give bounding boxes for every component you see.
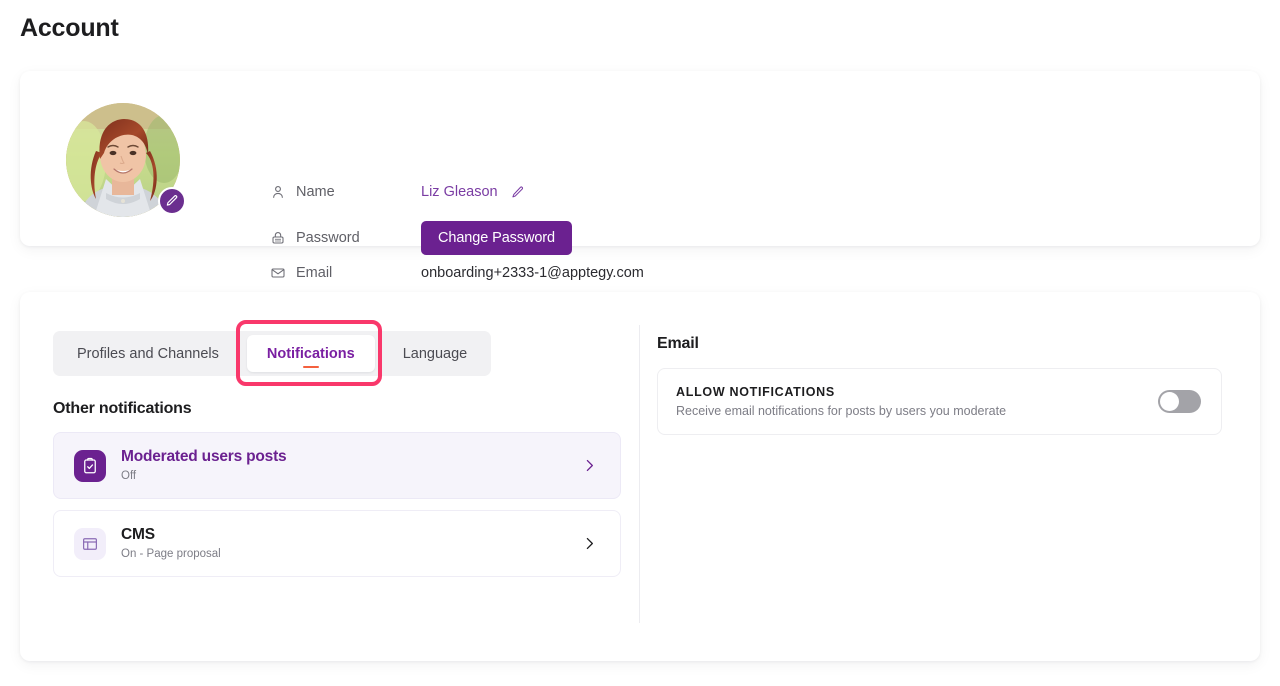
list-item-title: Moderated users posts	[121, 448, 287, 465]
avatar-image	[66, 103, 180, 217]
page-title: Account	[20, 14, 119, 42]
user-icon	[269, 183, 287, 201]
profile-field-email: Email onboarding+2333-1@apptegy.com	[269, 263, 644, 283]
tab-bar: Profiles and Channels Notifications Lang…	[53, 331, 492, 376]
other-notifications-heading: Other notifications	[53, 400, 192, 417]
chevron-right-icon[interactable]	[581, 457, 598, 474]
list-item-title: CMS	[121, 526, 155, 543]
profile-field-name: Name Liz Gleason	[269, 182, 525, 202]
tab-language[interactable]: Language	[383, 335, 488, 372]
email-value: onboarding+2333-1@apptegy.com	[421, 265, 644, 281]
layout-panel-icon	[74, 527, 106, 560]
email-section-heading: Email	[657, 335, 699, 352]
avatar-edit-pencil-icon[interactable]	[158, 187, 186, 215]
envelope-icon	[269, 264, 287, 282]
tab-label: Language	[402, 345, 468, 362]
avatar[interactable]	[66, 103, 186, 217]
tab-notifications[interactable]: Notifications	[246, 335, 375, 372]
name-value[interactable]: Liz Gleason	[421, 184, 498, 200]
allow-notifications-title: ALLOW NOTIFICATIONS	[676, 385, 835, 399]
list-item-text: CMS On - Page proposal	[121, 526, 581, 561]
clipboard-check-icon	[74, 449, 106, 482]
edit-name-pencil-icon[interactable]	[510, 185, 525, 200]
change-password-button[interactable]: Change Password	[421, 221, 572, 255]
profile-field-password: Password Change Password	[269, 221, 572, 255]
profile-card: Name Liz Gleason Password Change Passwor…	[20, 71, 1260, 281]
allow-notifications-toggle[interactable]	[1158, 390, 1201, 413]
password-label: Password	[296, 230, 360, 246]
email-label: Email	[296, 265, 333, 281]
list-item-cms[interactable]: CMS On - Page proposal	[53, 510, 621, 577]
tab-label: Notifications	[266, 345, 355, 362]
list-item-text: Moderated users posts Off	[121, 448, 581, 483]
toggle-knob	[1160, 392, 1179, 411]
panel-divider	[639, 325, 640, 623]
tab-profiles-and-channels[interactable]: Profiles and Channels	[57, 335, 239, 372]
allow-notifications-text: ALLOW NOTIFICATIONS Receive email notifi…	[676, 384, 1158, 419]
allow-notifications-card: ALLOW NOTIFICATIONS Receive email notifi…	[657, 368, 1222, 435]
list-item-moderated-users-posts[interactable]: Moderated users posts Off	[53, 432, 621, 499]
tab-label: Profiles and Channels	[77, 345, 219, 362]
chevron-right-icon[interactable]	[581, 535, 598, 552]
list-item-subtitle: On - Page proposal	[121, 548, 221, 560]
allow-notifications-description: Receive email notifications for posts by…	[676, 404, 1007, 418]
active-tab-underline	[302, 365, 319, 368]
name-label: Name	[296, 184, 335, 200]
list-item-subtitle: Off	[121, 470, 137, 482]
lock-icon	[269, 229, 287, 247]
